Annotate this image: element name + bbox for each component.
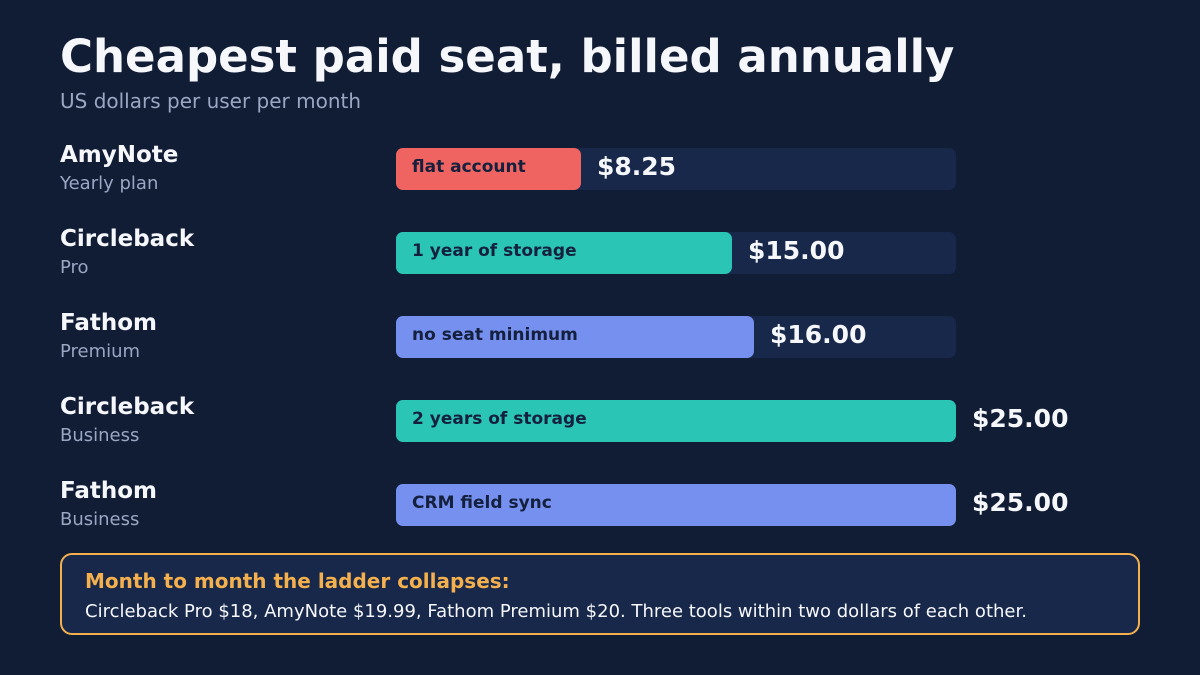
bar [396, 316, 754, 358]
plan-label: Pro [60, 257, 89, 278]
value-label: $16.00 [770, 320, 867, 349]
bar-row: AmyNote Yearly plan flat account $8.25 [0, 142, 1200, 208]
bar [396, 400, 956, 442]
category-label: Fathom [60, 478, 158, 504]
callout-body: Circleback Pro $18, AmyNote $19.99, Fath… [85, 601, 1027, 622]
plan-label: Business [60, 509, 140, 530]
category-label: AmyNote [60, 142, 179, 168]
bar-row: Circleback Business 2 years of storage $25.… [0, 394, 1200, 460]
chart-title: Cheapest paid seat, billed annually [60, 30, 955, 83]
bar-note-label: 1 year of storage [412, 241, 577, 261]
plan-label: Business [60, 425, 140, 446]
category-label: Circleback [60, 394, 195, 420]
plan-label: Premium [60, 341, 141, 362]
bar-row: Circleback Pro 1 year of storage $15.00 [0, 226, 1200, 292]
value-label: $15.00 [748, 236, 845, 265]
value-label: $25.00 [972, 488, 1069, 517]
bar-note-label: flat account [412, 157, 526, 177]
bar-note-label: no seat minimum [412, 325, 578, 345]
category-label: Circleback [60, 226, 195, 252]
callout-heading: Month to month the ladder collapses: [85, 569, 510, 593]
value-label: $25.00 [972, 404, 1069, 433]
bar [396, 484, 956, 526]
bar [396, 148, 581, 190]
plan-label: Yearly plan [60, 173, 159, 194]
bar-row: Fathom Business CRM field sync $25.00 [0, 478, 1200, 544]
value-label: $8.25 [597, 152, 677, 181]
bar-row: Fathom Premium no seat minimum $16.00 [0, 310, 1200, 376]
bar-note-label: CRM field sync [412, 493, 552, 513]
category-label: Fathom [60, 310, 158, 336]
bar-note-label: 2 years of storage [412, 409, 587, 429]
callout-box: Month to month the ladder collapses: Cir… [60, 553, 1140, 635]
chart-subtitle: US dollars per user per month [60, 89, 362, 113]
bar [396, 232, 732, 274]
